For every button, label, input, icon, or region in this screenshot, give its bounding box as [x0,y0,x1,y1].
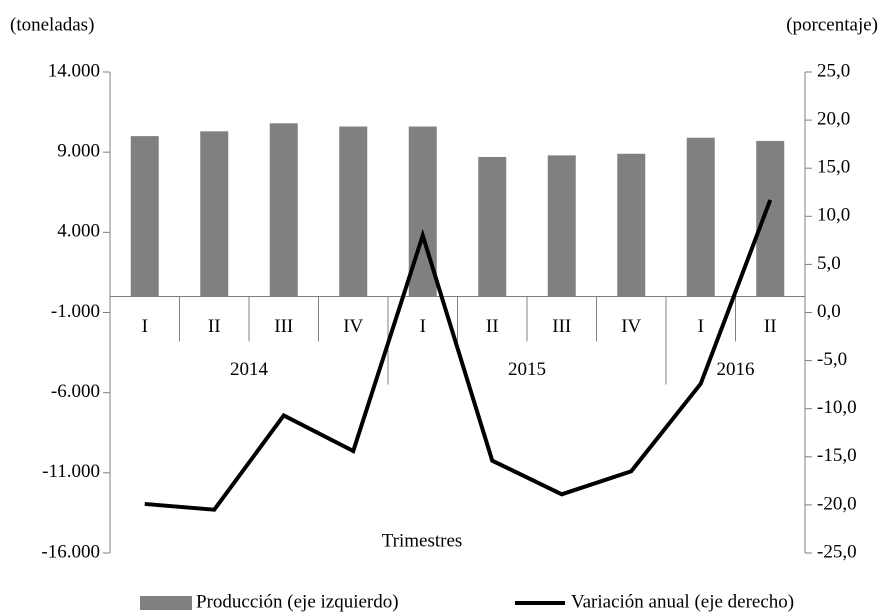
legend-swatch [140,596,192,610]
x-tick-label: I [420,316,426,337]
y-tick-label: -16.000 [41,541,100,562]
y2-tick-label: 20,0 [817,108,850,129]
y2-tick-label: 10,0 [817,205,850,226]
y2-axis-label: (porcentaje) [786,14,878,35]
bar [617,153,646,297]
bar [339,126,368,297]
legend-label: Variación anual (eje derecho) [571,591,794,612]
x-tick-label: II [208,316,221,337]
y2-tick-label: -20,0 [817,493,857,514]
bar [478,156,507,297]
y2-tick-label: -25,0 [817,541,857,562]
y2-tick-label: 0,0 [817,301,841,322]
bar [547,155,576,297]
y-tick-label: -11.000 [42,461,100,482]
bar [686,137,715,297]
y2-tick-label: -15,0 [817,445,857,466]
y-tick-label: 14.000 [48,60,100,81]
bar [130,136,159,297]
x-group-label: 2014 [230,359,269,380]
y-tick-label: -6.000 [51,381,100,402]
line [144,199,773,512]
x-group-label: 2015 [508,359,546,380]
bar [269,123,298,297]
x-tick-label: I [698,316,704,337]
x-tick-label: II [764,316,777,337]
x-tick-label: III [552,316,571,337]
x-axis-label: Trimestres [382,530,463,551]
x-tick-label: IV [343,316,363,337]
x-tick-label: III [274,316,293,337]
y-axis-label: (toneladas) [10,14,94,35]
y2-tick-label: -10,0 [817,397,857,418]
y-tick-label: 4.000 [57,221,100,242]
y2-tick-label: -5,0 [817,349,847,370]
legend-label: Producción (eje izquierdo) [196,591,399,612]
y-tick-label: -1.000 [51,301,100,322]
x-tick-label: II [486,316,499,337]
y-tick-label: 9.000 [57,141,100,162]
bar [200,131,229,297]
y2-tick-label: 5,0 [817,253,841,274]
bar [756,140,785,297]
x-group-label: 2016 [717,359,755,380]
y2-tick-label: 25,0 [817,60,850,81]
y2-tick-label: 15,0 [817,157,850,178]
x-tick-label: IV [621,316,641,337]
x-tick-label: I [142,316,148,337]
